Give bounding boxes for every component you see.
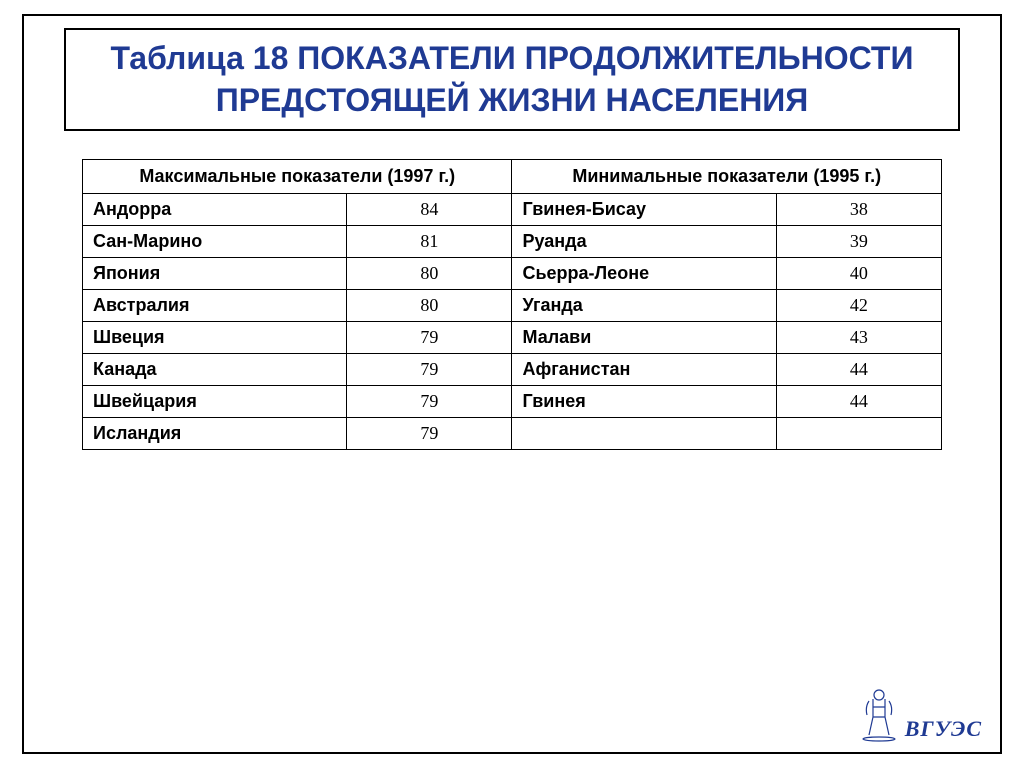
cell-country-min: Малави xyxy=(512,322,776,354)
cell-value-max: 80 xyxy=(347,258,512,290)
table-row: Австралия 80 Уганда 42 xyxy=(83,290,942,322)
table-row: Канада 79 Афганистан 44 xyxy=(83,354,942,386)
cell-country-min: Руанда xyxy=(512,226,776,258)
cell-value-max: 79 xyxy=(347,386,512,418)
cell-country-min: Гвинея xyxy=(512,386,776,418)
table-body: Андорра 84 Гвинея-Бисау 38 Сан-Марино 81… xyxy=(83,194,942,450)
title-prefix: Таблица 18 xyxy=(111,40,289,76)
cell-value-max: 81 xyxy=(347,226,512,258)
cell-value-max: 84 xyxy=(347,194,512,226)
cell-country-min: Уганда xyxy=(512,290,776,322)
cell-value-max: 80 xyxy=(347,290,512,322)
cell-country-min: Афганистан xyxy=(512,354,776,386)
cell-value-max: 79 xyxy=(347,418,512,450)
cell-country-min xyxy=(512,418,776,450)
cell-country-max: Исландия xyxy=(83,418,347,450)
header-max: Максимальные показатели (1997 г.) xyxy=(83,160,512,194)
cell-value-min: 44 xyxy=(776,386,941,418)
cell-country-max: Канада xyxy=(83,354,347,386)
cell-country-max: Сан-Марино xyxy=(83,226,347,258)
logo-text: ВГУЭС xyxy=(905,716,982,742)
cell-country-max: Швейцария xyxy=(83,386,347,418)
cell-value-max: 79 xyxy=(347,322,512,354)
cell-value-max: 79 xyxy=(347,354,512,386)
slide-title: Таблица 18 ПОКАЗАТЕЛИ ПРОДОЛЖИТЕЛЬНОСТИ … xyxy=(82,38,942,121)
cell-country-max: Австралия xyxy=(83,290,347,322)
table-row: Швеция 79 Малави 43 xyxy=(83,322,942,354)
cell-value-min: 43 xyxy=(776,322,941,354)
cell-value-min: 42 xyxy=(776,290,941,322)
cell-value-min: 40 xyxy=(776,258,941,290)
header-min: Минимальные показатели (1995 г.) xyxy=(512,160,942,194)
table-header-row: Максимальные показатели (1997 г.) Минима… xyxy=(83,160,942,194)
cell-country-min: Сьерра-Леоне xyxy=(512,258,776,290)
cell-value-min: 39 xyxy=(776,226,941,258)
cell-value-min xyxy=(776,418,941,450)
cell-country-max: Андорра xyxy=(83,194,347,226)
cell-country-max: Япония xyxy=(83,258,347,290)
title-box: Таблица 18 ПОКАЗАТЕЛИ ПРОДОЛЖИТЕЛЬНОСТИ … xyxy=(64,28,960,131)
table-row: Сан-Марино 81 Руанда 39 xyxy=(83,226,942,258)
table-row: Япония 80 Сьерра-Леоне 40 xyxy=(83,258,942,290)
cell-value-min: 38 xyxy=(776,194,941,226)
cell-country-max: Швеция xyxy=(83,322,347,354)
logo: ВГУЭС xyxy=(859,687,982,742)
title-rest: ПОКАЗАТЕЛИ ПРОДОЛЖИТЕЛЬНОСТИ ПРЕДСТОЯЩЕЙ… xyxy=(216,40,914,118)
cell-country-min: Гвинея-Бисау xyxy=(512,194,776,226)
table-row: Швейцария 79 Гвинея 44 xyxy=(83,386,942,418)
table-row: Андорра 84 Гвинея-Бисау 38 xyxy=(83,194,942,226)
slide-frame: Таблица 18 ПОКАЗАТЕЛИ ПРОДОЛЖИТЕЛЬНОСТИ … xyxy=(22,14,1002,754)
logo-figure-icon xyxy=(859,687,899,742)
cell-value-min: 44 xyxy=(776,354,941,386)
life-expectancy-table: Максимальные показатели (1997 г.) Минима… xyxy=(82,159,942,450)
table-row: Исландия 79 xyxy=(83,418,942,450)
